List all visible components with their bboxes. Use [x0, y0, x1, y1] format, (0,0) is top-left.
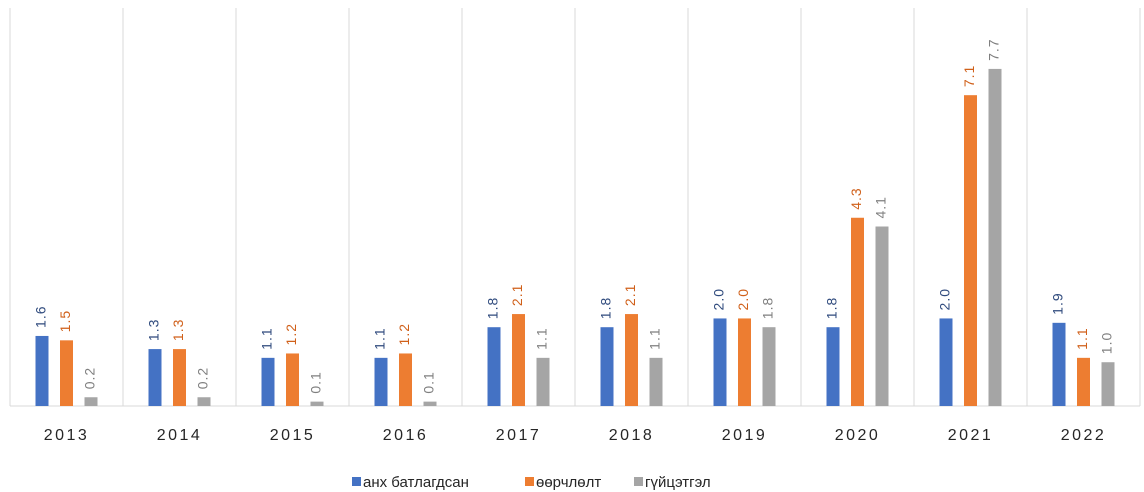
bar [286, 353, 299, 406]
data-label: 1.8 [485, 297, 501, 319]
bar [964, 95, 977, 406]
data-label: 1.2 [396, 323, 412, 345]
bar [512, 314, 525, 406]
bar [826, 327, 840, 406]
legend-label: гүйцэтгэл [645, 474, 711, 491]
bar [536, 357, 550, 406]
data-label: 1.3 [170, 319, 186, 341]
x-tick-label: 2020 [835, 427, 881, 444]
bar [173, 349, 186, 406]
bar [875, 226, 889, 406]
data-label: 2.0 [735, 288, 751, 310]
bar [84, 397, 98, 406]
bar [399, 353, 412, 406]
bar [625, 314, 638, 406]
bar [261, 357, 275, 406]
data-label: 1.9 [1050, 292, 1066, 314]
legend-label: өөрчлөлт [536, 474, 601, 491]
bar [60, 340, 73, 406]
data-label: 1.3 [146, 319, 162, 341]
data-label: 1.8 [598, 297, 614, 319]
legend-swatch [525, 477, 534, 486]
data-label: 1.1 [647, 327, 663, 349]
bar [423, 401, 437, 406]
x-tick-label: 2014 [157, 427, 203, 444]
bar [197, 397, 211, 406]
data-label: 1.0 [1099, 332, 1115, 354]
data-label: 1.1 [534, 327, 550, 349]
data-label: 2.1 [509, 284, 525, 306]
x-tick-label: 2015 [270, 427, 316, 444]
bar [487, 327, 501, 406]
bar [1077, 357, 1090, 406]
bar [713, 318, 727, 406]
bar [988, 68, 1002, 407]
x-tick-label: 2017 [496, 427, 542, 444]
data-label: 1.1 [259, 327, 275, 349]
data-label: 2.0 [937, 288, 953, 310]
bar [310, 401, 324, 406]
data-label: 1.2 [283, 323, 299, 345]
data-label: 2.1 [622, 284, 638, 306]
data-label: 7.1 [961, 65, 977, 87]
data-label: 2.0 [711, 288, 727, 310]
data-label: 1.8 [760, 297, 776, 319]
bar [939, 318, 953, 406]
data-label: 1.5 [57, 310, 73, 332]
bar [1052, 322, 1066, 406]
data-label: 0.1 [308, 371, 324, 393]
legend-swatch [352, 477, 361, 486]
bar [762, 327, 776, 406]
data-label: 0.2 [82, 367, 98, 389]
x-tick-label: 2016 [383, 427, 429, 444]
data-label: 0.1 [421, 371, 437, 393]
bar [649, 357, 663, 406]
bar [374, 357, 388, 406]
legend-swatch [634, 477, 643, 486]
x-tick-label: 2018 [609, 427, 655, 444]
bar [1101, 362, 1115, 406]
bar [600, 327, 614, 406]
data-label: 0.2 [195, 367, 211, 389]
data-label: 1.1 [372, 327, 388, 349]
bar [35, 335, 49, 406]
x-tick-label: 2013 [44, 427, 90, 444]
x-tick-label: 2021 [948, 427, 994, 444]
data-label: 1.6 [33, 305, 49, 327]
data-label: 1.1 [1074, 327, 1090, 349]
x-tick-label: 2022 [1061, 427, 1107, 444]
legend-label: анх батлагдсан [363, 474, 469, 491]
bar [851, 217, 864, 406]
data-label: 4.3 [848, 187, 864, 209]
bar [148, 349, 162, 406]
data-label: 1.8 [824, 297, 840, 319]
data-label: 4.1 [873, 196, 889, 218]
bar [738, 318, 751, 406]
data-label: 7.7 [986, 38, 1002, 60]
x-tick-label: 2019 [722, 427, 768, 444]
